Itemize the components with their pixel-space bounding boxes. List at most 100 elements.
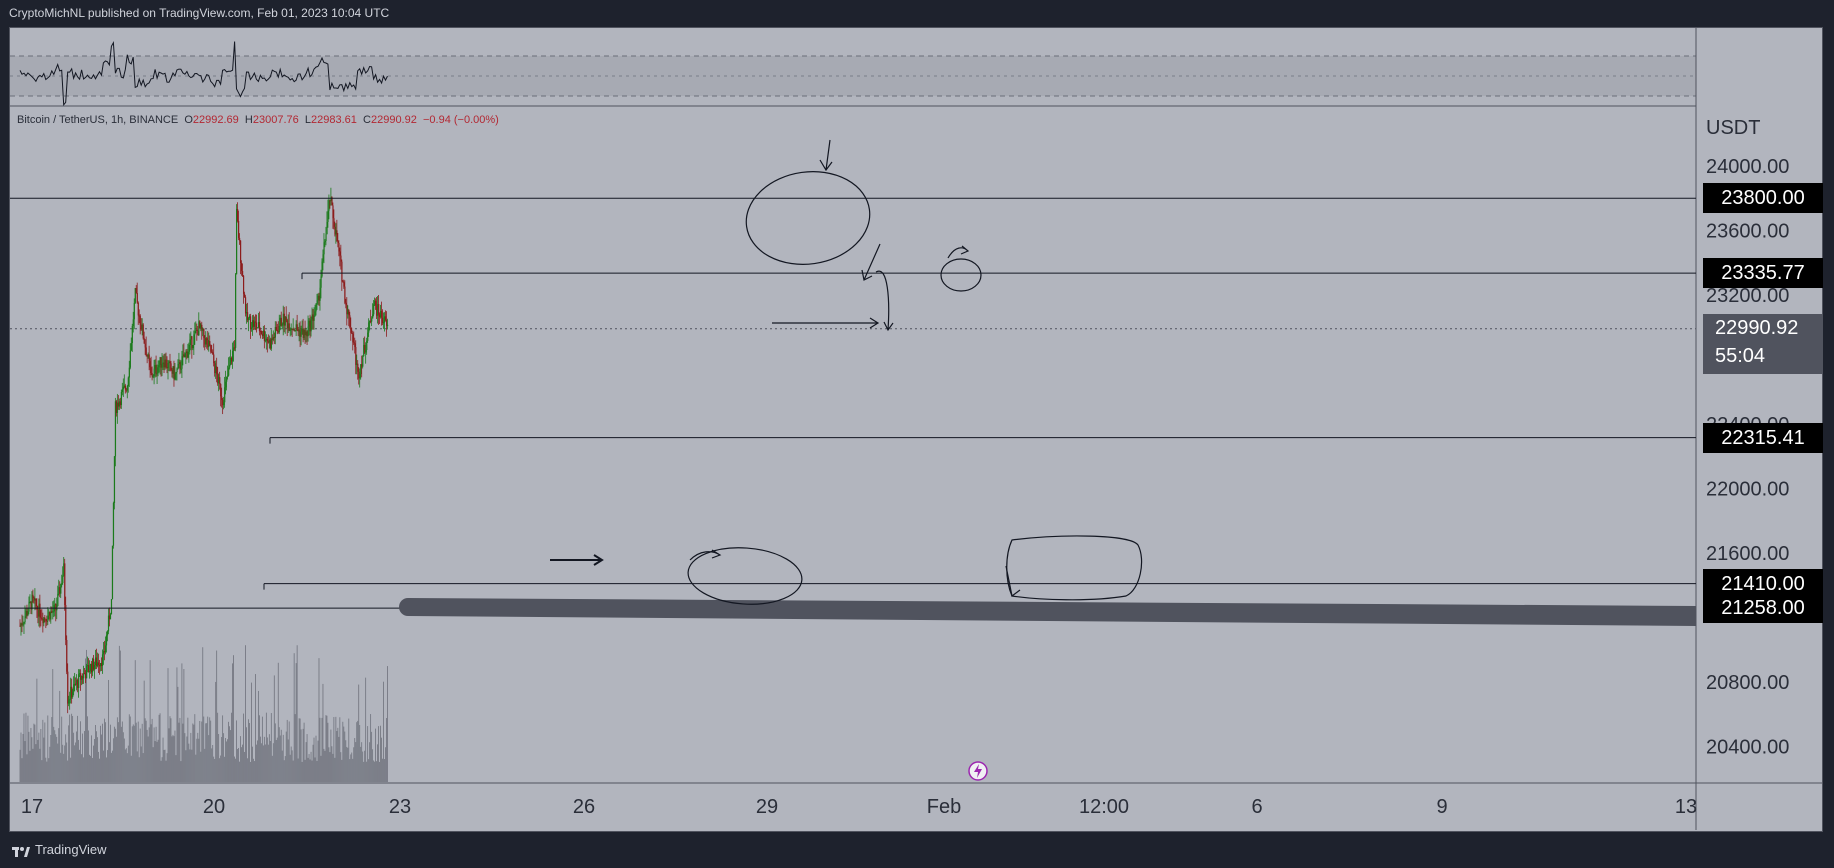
volume-bar	[265, 712, 267, 782]
volume-bar	[263, 736, 265, 782]
candle-body	[131, 326, 133, 344]
volume-bar	[273, 675, 275, 782]
volume-bar	[157, 739, 159, 782]
volume-bar	[338, 736, 340, 782]
lightning-glyph-icon	[974, 764, 982, 778]
volume-bar	[371, 731, 373, 782]
volume-bar	[85, 658, 86, 782]
volume-bar	[89, 754, 90, 782]
volume-histogram	[19, 645, 388, 782]
volume-bar	[70, 757, 72, 782]
volume-bar	[312, 744, 314, 782]
candle-body	[317, 295, 319, 301]
volume-bar	[172, 734, 174, 782]
volume-bar	[74, 745, 76, 782]
volume-bar	[155, 726, 157, 782]
candle-body	[162, 362, 164, 364]
volume-bar	[321, 717, 323, 782]
candle-body	[25, 610, 27, 617]
candle-body	[93, 665, 96, 670]
candle-body	[286, 320, 288, 329]
candle-body	[379, 314, 381, 318]
price-axis[interactable]: 24000.0023600.0023200.0022400.0022000.00…	[1706, 156, 1789, 759]
volume-bar	[60, 752, 62, 782]
volume-bar	[313, 737, 315, 782]
time-axis[interactable]: 17 20 23 26 29 Feb 12:00 6 9 13	[21, 796, 1697, 818]
candle-body	[252, 320, 255, 327]
candle-body	[146, 355, 148, 357]
chart-area[interactable]	[9, 27, 1823, 832]
candle-body	[35, 598, 37, 606]
candle-body	[166, 367, 168, 369]
candle-body	[302, 328, 304, 339]
volume-bar	[51, 717, 53, 782]
volume-bar	[150, 724, 152, 782]
volume-bar	[108, 742, 110, 782]
volume-bar	[218, 734, 220, 782]
volume-bar	[232, 663, 233, 782]
volume-bar	[189, 749, 191, 782]
candle-body	[275, 326, 277, 330]
volume-bar	[278, 727, 280, 782]
volume-bar	[299, 718, 301, 782]
level-price-label: 22315.41	[1703, 422, 1823, 453]
volume-bar	[297, 758, 299, 782]
volume-bar	[31, 737, 33, 782]
volume-bar	[98, 751, 99, 782]
candle-body	[28, 601, 30, 612]
volume-bar	[333, 717, 335, 782]
volume-bar	[220, 755, 222, 782]
volume-bar	[239, 761, 240, 782]
candle-body	[127, 377, 129, 387]
volume-bar	[364, 750, 366, 782]
candle-body	[185, 351, 187, 354]
volume-bar	[377, 744, 378, 782]
volume-bar	[309, 759, 311, 782]
volume-bar	[324, 750, 326, 782]
volume-bar	[111, 750, 113, 782]
volume-bar	[195, 754, 197, 782]
time-tick-label: 29	[756, 796, 778, 818]
volume-bar	[178, 722, 180, 782]
volume-bar	[308, 754, 310, 782]
candle-body	[72, 692, 74, 697]
candle-body	[24, 616, 26, 623]
candle-body	[281, 324, 283, 326]
candle-body	[189, 339, 191, 345]
candle-body	[234, 347, 236, 349]
volume-bar	[204, 748, 206, 782]
volume-bar	[328, 747, 330, 782]
volume-bar	[87, 716, 88, 782]
volume-bar	[386, 718, 387, 782]
candle-body	[140, 325, 142, 330]
volume-bar	[253, 758, 254, 782]
candle-body	[305, 331, 307, 336]
volume-bar	[298, 718, 300, 782]
volume-bar	[166, 753, 168, 782]
candle-body	[182, 354, 184, 357]
volume-bar	[329, 752, 331, 782]
candle-body	[30, 601, 32, 610]
time-tick-label: 23	[389, 796, 411, 818]
candle-body	[60, 584, 62, 594]
candle-body	[359, 374, 361, 379]
candle-body	[300, 331, 302, 337]
candle-body	[117, 402, 120, 407]
candle-body	[336, 230, 338, 242]
candle-body	[367, 332, 369, 341]
time-tick-label: Feb	[927, 796, 961, 818]
candle-body	[109, 614, 112, 620]
candle-body	[151, 373, 153, 377]
candle-body	[370, 320, 372, 322]
volume-bar	[86, 649, 87, 782]
volume-bar	[236, 720, 237, 782]
candle-body	[320, 276, 322, 288]
volume-bar	[248, 719, 249, 782]
candle-body	[144, 343, 146, 348]
candle-body	[154, 365, 156, 369]
volume-bar	[230, 730, 231, 782]
tradingview-logo-icon	[12, 846, 30, 857]
candle-body	[290, 328, 292, 330]
volume-bar	[63, 753, 65, 782]
volume-bar	[245, 645, 246, 782]
